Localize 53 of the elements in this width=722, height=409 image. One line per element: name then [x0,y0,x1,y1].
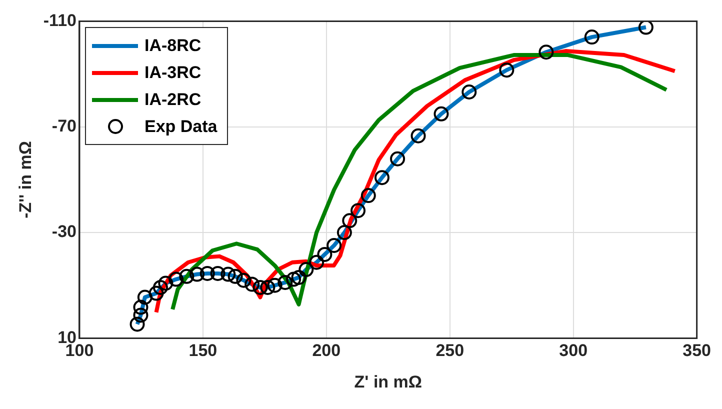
point [336,225,352,240]
point [462,84,477,100]
x-tick-label: 250 [436,341,464,360]
x-tick-label: 200 [312,341,341,360]
point [133,308,148,323]
x-tick-label: 350 [682,341,712,360]
point [133,300,148,315]
point [374,170,390,186]
point [434,106,449,122]
point [538,44,554,60]
point [410,128,426,144]
point [168,272,184,287]
point [267,278,282,293]
point [220,266,236,282]
point [190,266,205,282]
point [309,254,324,270]
legend-label: IA-3RC [144,62,202,83]
point [584,30,600,45]
point [260,280,276,295]
point [317,246,332,262]
point [244,276,260,292]
point [137,290,152,305]
point [342,213,358,228]
point [130,316,145,332]
y-tick-label: -70 [52,116,76,136]
point [298,262,314,278]
y-tick-label: -110 [43,10,76,30]
point [158,276,174,291]
x-axis-title: Z' in mΩ [354,372,422,392]
point [200,266,215,281]
legend-label: IA-8RC [144,36,202,56]
point [210,266,226,281]
point [148,286,164,301]
point [286,272,302,287]
point [278,274,293,290]
x-tick-label: 150 [188,341,218,360]
point [390,151,406,166]
point [350,203,366,218]
point [291,270,306,285]
point [499,62,514,78]
point [236,272,252,288]
point [179,268,194,284]
x-tick-label: 300 [559,341,588,360]
legend-label: Exp Data [144,116,218,137]
point [326,238,342,253]
point [638,21,654,35]
y-tick-label: -30 [52,222,76,242]
point [228,268,243,284]
point [152,280,168,295]
point [252,280,268,295]
legend-label: IA-2RC [144,90,202,110]
y-axis-title: -Z'' in mΩ [16,140,35,218]
point [360,188,376,204]
